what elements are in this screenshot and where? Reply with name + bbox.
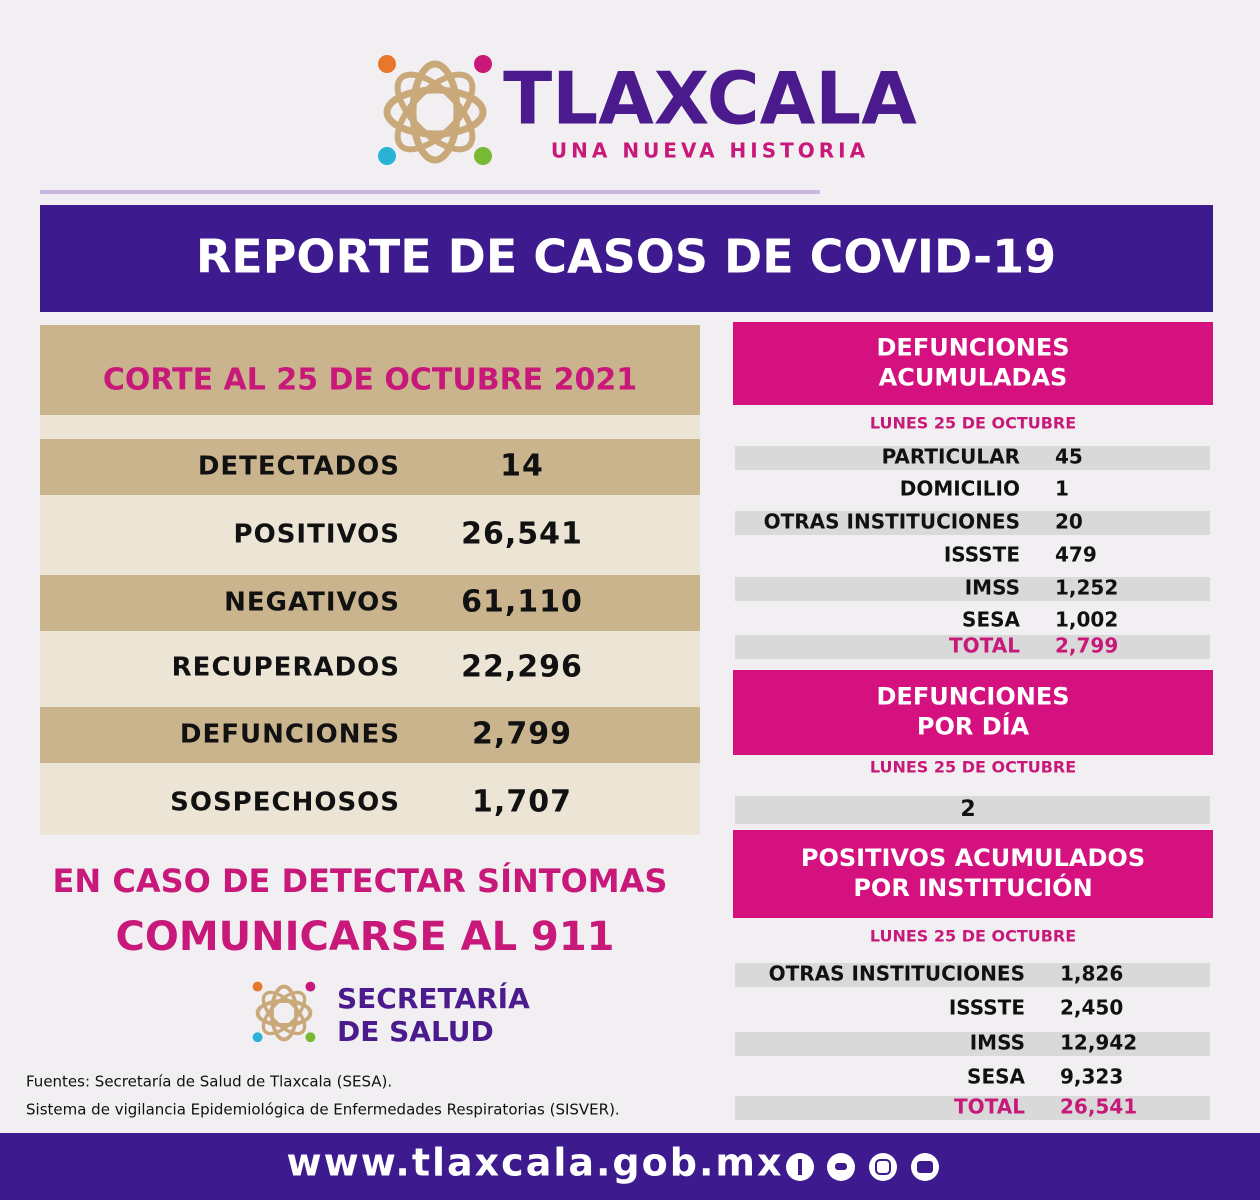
row-value: 45 — [1055, 445, 1083, 469]
section-title: POR DÍA — [917, 712, 1030, 741]
row-value: 1,826 — [1060, 962, 1123, 986]
row-value: 1,002 — [1055, 608, 1118, 632]
row-band — [735, 511, 1210, 535]
section-header — [733, 830, 1213, 918]
row-band — [735, 963, 1210, 987]
summary-row-band — [40, 575, 700, 631]
summary-value: 61,110 — [461, 585, 583, 620]
source: Fuentes: Secretaría de Salud de Tlaxcala… — [26, 1073, 392, 1091]
footer — [0, 1133, 1260, 1200]
alert-line: EN CASO DE DETECTAR SÍNTOMAS — [53, 862, 668, 900]
summary-row-band — [40, 439, 700, 495]
row-value: 9,323 — [1060, 1065, 1123, 1089]
summary-label: POSITIVOS — [234, 520, 400, 550]
section-date: LUNES 25 DE OCTUBRE — [870, 414, 1076, 433]
agency-name: DE SALUD — [337, 1015, 494, 1048]
row-label: TOTAL — [954, 1095, 1025, 1119]
summary-label: NEGATIVOS — [224, 588, 400, 618]
summary-label: DEFUNCIONES — [180, 720, 400, 750]
tagline: UNA NUEVA HISTORIA — [551, 139, 869, 163]
summary-value: 1,707 — [472, 785, 572, 820]
row-label: ISSSTE — [944, 543, 1020, 567]
row-value: 12,942 — [1060, 1031, 1137, 1055]
agency-logo — [252, 981, 316, 1043]
row-value: 2,799 — [1055, 634, 1118, 658]
row-label: DOMICILIO — [900, 477, 1020, 501]
section-title: POSITIVOS ACUMULADOS — [801, 844, 1145, 872]
row-band — [735, 1032, 1210, 1056]
summary-row-band — [40, 707, 700, 763]
summary-label: RECUPERADOS — [172, 653, 400, 683]
summary-date: CORTE AL 25 DE OCTUBRE 2021 — [103, 363, 637, 398]
row-value: 479 — [1055, 543, 1097, 567]
footer-url: www.tlaxcala.gob.mx — [287, 1141, 784, 1185]
social-icons — [786, 1153, 939, 1181]
brand: TLAXCALA — [503, 57, 917, 141]
section-title: DEFUNCIONES — [877, 334, 1070, 362]
summary-value: 2,799 — [472, 717, 572, 752]
row-label: SESA — [967, 1065, 1025, 1089]
section-date: LUNES 25 DE OCTUBRE — [870, 927, 1076, 946]
row-label: IMSS — [965, 576, 1020, 600]
row-band — [735, 635, 1210, 659]
summary-value: 22,296 — [461, 650, 583, 685]
row-label: TOTAL — [949, 634, 1020, 658]
banner — [40, 205, 1213, 312]
summary-header — [40, 325, 700, 415]
row-label: PARTICULAR — [882, 445, 1020, 469]
section-title: POR INSTITUCIÓN — [853, 872, 1092, 902]
section-header — [733, 670, 1213, 755]
row-value: 20 — [1055, 510, 1083, 534]
row-value: 1,252 — [1055, 576, 1118, 600]
row-band — [735, 577, 1210, 601]
source: Sistema de vigilancia Epidemiológica de … — [26, 1101, 620, 1119]
row-label: OTRAS INSTITUCIONES — [764, 510, 1020, 534]
logo — [378, 55, 492, 165]
row-band — [735, 796, 1210, 824]
row-value: 2,450 — [1060, 996, 1123, 1020]
alert-line: COMUNICARSE AL 911 — [115, 914, 614, 960]
section-date: LUNES 25 DE OCTUBRE — [870, 758, 1076, 777]
row-label: OTRAS INSTITUCIONES — [769, 962, 1025, 986]
row-label: SESA — [962, 608, 1020, 632]
row-value: 1 — [1055, 477, 1069, 501]
banner-title: REPORTE DE CASOS DE COVID-19 — [196, 230, 1056, 284]
summary-label: SOSPECHOSOS — [170, 788, 400, 818]
section-header — [733, 322, 1213, 405]
row-band — [735, 1096, 1210, 1120]
row-band — [735, 446, 1210, 470]
agency-name: SECRETARÍA — [337, 981, 530, 1015]
summary-value: 14 — [500, 449, 544, 484]
row-label: IMSS — [970, 1031, 1025, 1055]
summary-label: DETECTADOS — [198, 452, 400, 482]
row-label: ISSSTE — [949, 996, 1025, 1020]
section-title: DEFUNCIONES — [877, 683, 1070, 711]
row-value: 26,541 — [1060, 1095, 1137, 1119]
section-title: ACUMULADAS — [879, 364, 1068, 392]
daily-value: 2 — [960, 797, 975, 822]
divider — [40, 190, 820, 194]
summary-value: 26,541 — [461, 517, 583, 552]
